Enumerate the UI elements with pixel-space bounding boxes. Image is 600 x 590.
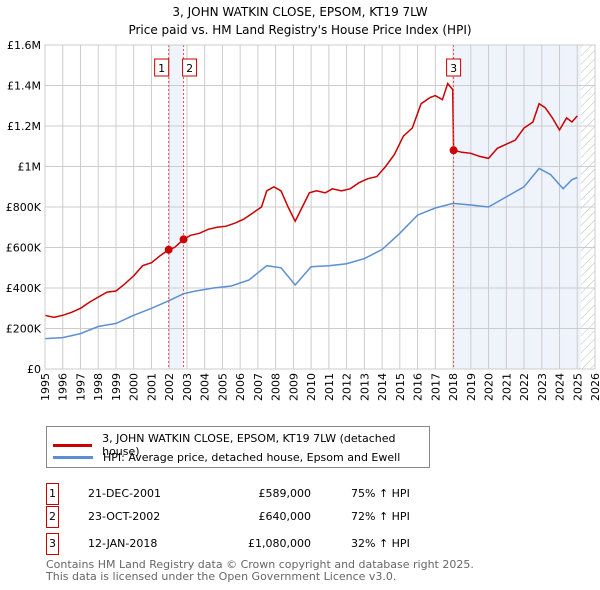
transaction-price: £589,000 [258,487,312,500]
y-tick-label: £1M [18,161,42,174]
x-tick-label: 2000 [128,373,141,401]
x-tick-label: 2017 [429,373,442,401]
transaction-label-box [182,58,198,77]
transaction-marker: 3 [46,533,59,555]
y-tick-label: £200K [6,323,42,336]
transaction-date: 21-DEC-2001 [88,487,162,500]
footer-line: Contains HM Land Registry data © Crown c… [46,558,474,571]
x-tick-label: 2003 [181,373,194,401]
x-tick-label: 2004 [199,373,212,401]
x-tick-label: 2022 [518,373,531,401]
y-tick-label: £1.4M [7,80,41,93]
transaction-label-box [154,58,170,77]
x-tick-label: 2025 [571,373,584,401]
chart-legend: 3, JOHN WATKIN CLOSE, EPSOM, KT19 7LW (d… [46,426,430,468]
price-chart: 3, JOHN WATKIN CLOSE, EPSOM, KT19 7LW Pr… [6,5,600,401]
x-tick-label: 2015 [394,373,407,401]
legend-swatch-red [53,443,93,447]
footer-attribution: Contains HM Land Registry data © Crown c… [46,559,474,583]
y-tick-label: £1.6M [7,39,41,52]
legend-item-hpi: HPI: Average price, detached house, Epso… [53,451,400,464]
x-tick-label: 2012 [341,373,354,401]
transaction-label: 2 [186,62,193,75]
x-tick-label: 2021 [500,373,513,401]
transaction-label-box [446,58,462,77]
footer-line: This data is licensed under the Open Gov… [46,570,397,583]
x-tick-label: 2005 [216,373,229,401]
transaction-marker: 2 [46,506,59,528]
chart-subtitle: Price paid vs. HM Land Registry's House … [128,23,471,37]
transaction-label: 1 [158,62,165,75]
transaction-hpi: 72% ↑ HPI [351,510,410,523]
legend-label: HPI: Average price, detached house, Epso… [103,451,401,464]
x-tick-label: 1999 [110,373,123,401]
x-tick-label: 1996 [57,373,70,401]
transaction-hpi: 32% ↑ HPI [351,537,410,550]
x-tick-label: 1995 [39,373,52,401]
transaction-row: 2 23-OCT-2002 £640,000 72% ↑ HPI [46,506,446,528]
x-tick-label: 2013 [358,373,371,401]
x-tick-label: 2007 [252,373,265,401]
transaction-date: 12-JAN-2018 [88,537,158,550]
chart-title: 3, JOHN WATKIN CLOSE, EPSOM, KT19 7LW [172,5,427,19]
transaction-price: £640,000 [258,510,312,523]
hpi-line [44,167,578,340]
transaction-point [449,146,458,155]
transaction-marker: 1 [46,483,59,505]
x-tick-label: 2018 [447,373,460,401]
x-tick-label: 2006 [234,373,247,401]
x-tick-label: 2008 [270,373,283,401]
x-tick-label: 1998 [92,373,105,401]
x-tick-label: 2009 [287,373,300,401]
transaction-price: £1,080,000 [248,537,311,550]
transaction-point [164,245,173,254]
x-tick-label: 2024 [554,373,567,401]
transaction-row: 3 12-JAN-2018 £1,080,000 32% ↑ HPI [46,533,446,555]
transaction-row: 1 21-DEC-2001 £589,000 75% ↑ HPI [46,483,446,505]
x-tick-label: 1997 [74,373,87,401]
y-tick-label: £400K [6,282,42,295]
legend-item-property: 3, JOHN WATKIN CLOSE, EPSOM, KT19 7LW (d… [53,432,429,458]
y-tick-label: £0 [27,363,41,376]
x-tick-label: 2026 [589,373,600,401]
x-tick-label: 2023 [536,373,549,401]
transaction-date: 23-OCT-2002 [88,510,161,523]
plot-frame [44,44,596,370]
x-tick-label: 2016 [412,373,425,401]
y-tick-label: £1.2M [7,120,41,133]
x-tick-label: 2020 [483,373,496,401]
x-tick-label: 2001 [145,373,158,401]
legend-label: 3, JOHN WATKIN CLOSE, EPSOM, KT19 7LW (d… [102,432,396,458]
x-tick-label: 2010 [305,373,318,401]
legend-swatch-blue [53,456,93,459]
transaction-hpi: 75% ↑ HPI [351,487,410,500]
x-tick-label: 2011 [323,373,336,401]
y-tick-label: £600K [6,242,42,255]
transaction-point [179,235,188,244]
y-tick-label: £800K [6,201,42,214]
transaction-label: 3 [450,62,457,75]
x-tick-label: 2019 [465,373,478,401]
x-tick-label: 2014 [376,373,389,401]
property-price-line [44,81,578,319]
x-tick-label: 2002 [163,373,176,401]
